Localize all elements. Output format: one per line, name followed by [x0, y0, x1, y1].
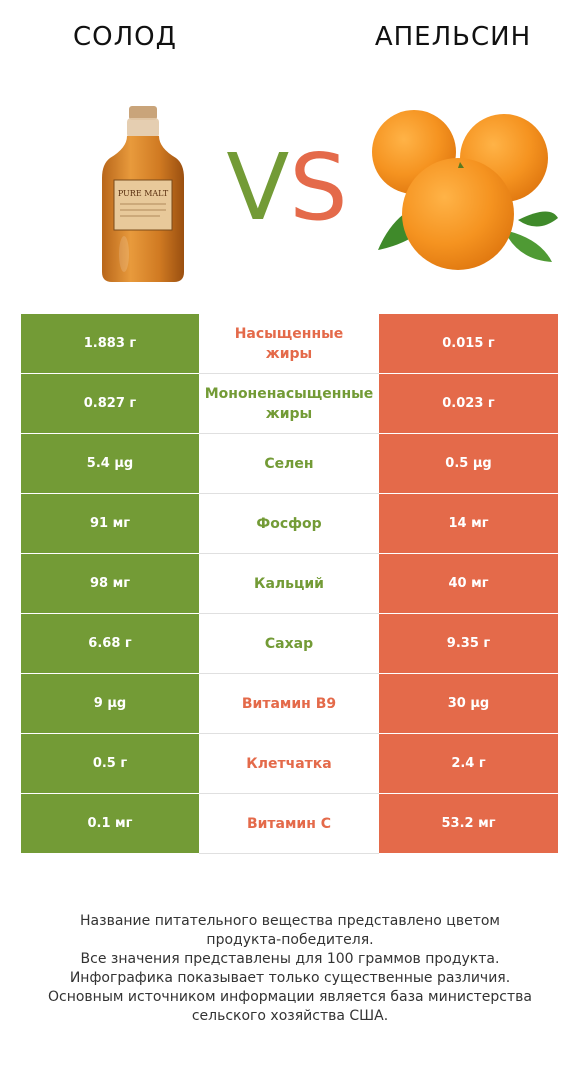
nutrient-name-line: Витамин C [246, 815, 332, 832]
nutrient-name-line: Селен [264, 455, 314, 472]
right-value: 53.2 мг [379, 794, 558, 853]
row-divider [199, 673, 379, 674]
nutrient-name-line: жиры [265, 405, 313, 422]
nutrient-name-line: Насыщенные [234, 325, 344, 342]
right-product-title: АПЕЛЬСИН [374, 22, 532, 52]
comparison-row: 0.1 мг Витамин C 53.2 мг [21, 794, 558, 854]
nutrient-name-line: Витамин B9 [241, 695, 337, 712]
row-divider [199, 553, 379, 554]
oranges-image [372, 110, 558, 270]
comparison-row: 1.883 г Насыщенные жиры 0.015 г [21, 314, 558, 374]
nutrient-name: Мононенасыщенные жиры [199, 374, 379, 433]
nutrient-name-line: Фосфор [256, 515, 322, 532]
nutrient-name: Насыщенные жиры [199, 314, 379, 373]
nutrient-name-line: Кальций [254, 575, 324, 592]
vs-s-letter: S [289, 134, 348, 241]
footer-line: Основным источником информации является … [48, 989, 532, 1005]
row-divider [199, 493, 379, 494]
right-value: 2.4 г [379, 734, 558, 793]
comparison-row: 5.4 µg Селен 0.5 µg [21, 434, 558, 494]
right-value: 40 мг [379, 554, 558, 613]
row-divider [199, 793, 379, 794]
bottle-label-text: PURE MALT [118, 189, 169, 198]
row-divider [199, 733, 379, 734]
footer-line: продукта-победителя. [206, 932, 374, 948]
footer-line: Инфографика показывает только существенн… [69, 970, 511, 986]
nutrient-name: Витамин C [199, 794, 379, 853]
footer-note: Название питательного вещества представл… [20, 912, 560, 1026]
right-value: 30 µg [379, 674, 558, 733]
nutrient-name-line: Мононенасыщенные [204, 385, 374, 402]
row-divider [199, 613, 379, 614]
row-divider [199, 853, 379, 854]
left-value: 9 µg [21, 674, 199, 733]
nutrient-name: Селен [199, 434, 379, 493]
vs-v-letter: V [226, 134, 290, 241]
left-value: 5.4 µg [21, 434, 199, 493]
footer-line: сельского хозяйства США. [191, 1008, 389, 1024]
left-value: 6.68 г [21, 614, 199, 673]
malt-bottle-image: PURE MALT [102, 106, 184, 282]
nutrient-name: Сахар [199, 614, 379, 673]
footer-line: Все значения представлены для 100 граммо… [80, 951, 500, 967]
nutrient-name: Фосфор [199, 494, 379, 553]
comparison-row: 0.5 г Клетчатка 2.4 г [21, 734, 558, 794]
comparison-table: 1.883 г Насыщенные жиры 0.015 г 0.827 г Монон… [21, 314, 558, 854]
left-value: 91 мг [21, 494, 199, 553]
row-divider [199, 433, 379, 434]
comparison-row: 0.827 г Мононенасыщенные жиры 0.023 г [21, 374, 558, 434]
right-value: 14 мг [379, 494, 558, 553]
row-divider [199, 373, 379, 374]
comparison-row: 9 µg Витамин B9 30 µg [21, 674, 558, 734]
left-value: 1.883 г [21, 314, 199, 373]
right-value: 0.023 г [379, 374, 558, 433]
nutrient-name-line: жиры [265, 345, 313, 362]
left-value: 98 мг [21, 554, 199, 613]
nutrient-name-line: Сахар [264, 635, 314, 652]
left-value: 0.5 г [21, 734, 199, 793]
footer-line: Название питательного вещества представл… [80, 913, 500, 929]
right-value: 0.015 г [379, 314, 558, 373]
nutrient-name: Клетчатка [199, 734, 379, 793]
nutrient-name-line: Клетчатка [246, 755, 332, 772]
left-product-title: СОЛОД [73, 22, 177, 52]
comparison-row: 91 мг Фосфор 14 мг [21, 494, 558, 554]
nutrient-name: Кальций [199, 554, 379, 613]
left-value: 0.827 г [21, 374, 199, 433]
comparison-row: 6.68 г Сахар 9.35 г [21, 614, 558, 674]
comparison-row: 98 мг Кальций 40 мг [21, 554, 558, 614]
right-value: 9.35 г [379, 614, 558, 673]
nutrient-name: Витамин B9 [199, 674, 379, 733]
right-value: 0.5 µg [379, 434, 558, 493]
vs-logo: VS [222, 138, 352, 238]
left-value: 0.1 мг [21, 794, 199, 853]
